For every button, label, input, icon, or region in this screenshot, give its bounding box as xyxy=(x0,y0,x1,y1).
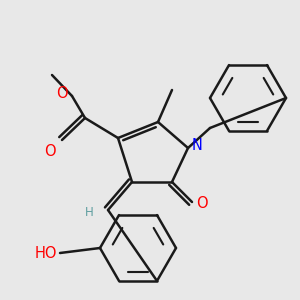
Text: H: H xyxy=(85,206,94,218)
Text: O: O xyxy=(44,144,56,159)
Text: N: N xyxy=(192,139,203,154)
Text: O: O xyxy=(196,196,208,211)
Text: HO: HO xyxy=(34,245,57,260)
Text: O: O xyxy=(56,86,68,101)
